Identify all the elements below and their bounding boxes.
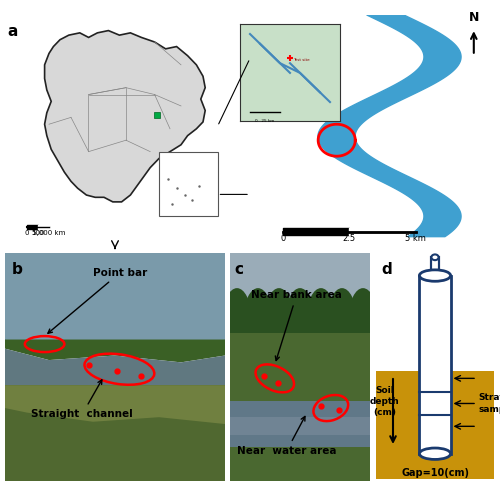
Ellipse shape bbox=[223, 288, 251, 345]
Text: Near  water area: Near water area bbox=[237, 417, 336, 456]
Polygon shape bbox=[5, 348, 225, 385]
Bar bbox=[5, 253, 225, 340]
Text: Soil
depth
(cm): Soil depth (cm) bbox=[370, 385, 400, 417]
Polygon shape bbox=[44, 31, 205, 202]
Text: a: a bbox=[7, 24, 18, 39]
Text: Near bank area: Near bank area bbox=[251, 291, 342, 361]
Bar bbox=[159, 152, 218, 216]
Text: 1,000 km: 1,000 km bbox=[32, 230, 66, 236]
Text: 2.5: 2.5 bbox=[342, 234, 356, 243]
Text: 5 km: 5 km bbox=[405, 234, 426, 243]
Polygon shape bbox=[230, 417, 370, 435]
Text: b: b bbox=[12, 262, 22, 277]
Text: 500: 500 bbox=[32, 230, 44, 236]
Ellipse shape bbox=[349, 288, 377, 345]
Text: Gap=10(cm): Gap=10(cm) bbox=[401, 468, 469, 478]
Ellipse shape bbox=[420, 270, 450, 281]
Ellipse shape bbox=[328, 288, 356, 345]
Ellipse shape bbox=[420, 448, 450, 459]
Polygon shape bbox=[5, 385, 225, 481]
Ellipse shape bbox=[307, 288, 335, 345]
Bar bbox=[420, 276, 450, 454]
Text: N: N bbox=[468, 11, 479, 24]
Text: d: d bbox=[381, 262, 392, 277]
Ellipse shape bbox=[244, 288, 272, 345]
Ellipse shape bbox=[265, 288, 293, 345]
Text: 0: 0 bbox=[280, 234, 285, 243]
Bar bbox=[432, 257, 438, 276]
Ellipse shape bbox=[286, 288, 314, 345]
Bar bbox=[376, 371, 494, 479]
Bar bbox=[230, 253, 370, 332]
Ellipse shape bbox=[432, 255, 438, 260]
Bar bbox=[230, 332, 370, 481]
Text: c: c bbox=[234, 262, 243, 277]
Text: Point bar: Point bar bbox=[48, 268, 147, 333]
Text: 0: 0 bbox=[25, 230, 29, 236]
Text: 0   25 km: 0 25 km bbox=[256, 119, 274, 122]
Text: Test site: Test site bbox=[293, 58, 310, 62]
Text: Straight  channel: Straight channel bbox=[32, 380, 133, 419]
Polygon shape bbox=[230, 401, 370, 447]
Polygon shape bbox=[5, 385, 225, 424]
Polygon shape bbox=[5, 340, 225, 363]
Text: Stratified
sampling: Stratified sampling bbox=[478, 394, 500, 414]
